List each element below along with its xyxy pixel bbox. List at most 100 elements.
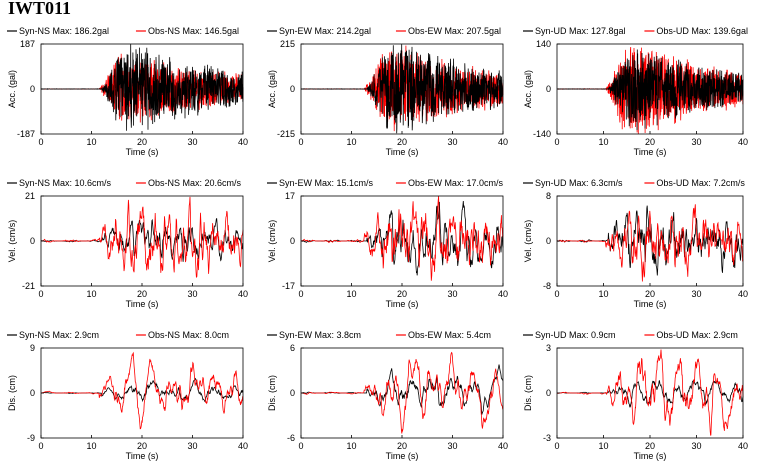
y-tick-label: -8 xyxy=(543,281,551,291)
legend-obs-label: Obs-NS Max: 146.5gal xyxy=(148,26,239,36)
legend-obs-label: Obs-EW Max: 17.0cm/s xyxy=(408,178,504,188)
y-tick-label: 0 xyxy=(30,388,35,398)
x-axis-label: Time (s) xyxy=(634,147,667,157)
x-axis-label: Time (s) xyxy=(634,299,667,309)
y-tick-label: -9 xyxy=(27,433,35,443)
syn-waveform xyxy=(41,377,244,403)
obs-waveform xyxy=(556,204,744,282)
y-tick-label: 6 xyxy=(290,343,295,353)
x-tick-label: 40 xyxy=(238,137,248,147)
legend-syn-label: Syn-EW Max: 15.1cm/s xyxy=(279,178,374,188)
x-tick-label: 30 xyxy=(447,137,457,147)
y-axis-label: Acc. (gal) xyxy=(523,70,533,108)
x-axis-label: Time (s) xyxy=(126,299,159,309)
legend-obs-label: Obs-NS Max: 20.6cm/s xyxy=(148,178,242,188)
x-tick-label: 20 xyxy=(137,289,147,299)
y-tick-label: -187 xyxy=(17,129,35,139)
panel-acc-ud: Syn-UD Max: 127.8gal Obs-UD Max: 139.6gal… xyxy=(523,26,748,157)
x-tick-label: 10 xyxy=(86,137,96,147)
y-tick-label: 0 xyxy=(546,388,551,398)
y-axis-label: Vel. (cm/s) xyxy=(267,220,277,263)
y-tick-label: 0 xyxy=(290,388,295,398)
legend-syn-label: Syn-NS Max: 186.2gal xyxy=(19,26,109,36)
x-axis-label: Time (s) xyxy=(386,299,419,309)
panel-vel-ns: Syn-NS Max: 10.6cm/s Obs-NS Max: 20.6cm/s… xyxy=(7,178,248,309)
x-tick-label: 10 xyxy=(86,289,96,299)
y-tick-label: 8 xyxy=(546,191,551,201)
station-title: IWT011 xyxy=(8,0,72,18)
x-tick-label: 30 xyxy=(691,289,701,299)
x-tick-label: 20 xyxy=(397,289,407,299)
legend-obs-label: Obs-NS Max: 8.0cm xyxy=(148,330,229,340)
y-tick-label: 0 xyxy=(546,84,551,94)
legend-syn-label: Syn-UD Max: 127.8gal xyxy=(535,26,626,36)
x-tick-label: 40 xyxy=(238,289,248,299)
y-tick-label: 0 xyxy=(290,236,295,246)
y-axis-label: Acc. (gal) xyxy=(7,70,17,108)
x-tick-label: 20 xyxy=(137,137,147,147)
panel-dis-ns: Syn-NS Max: 2.9cm Obs-NS Max: 8.0cm 0 10 20 3… xyxy=(7,330,248,461)
x-tick-label: 20 xyxy=(645,289,655,299)
x-tick-label: 0 xyxy=(298,441,303,451)
panel-dis-ew: Syn-EW Max: 3.8cm Obs-EW Max: 5.4cm 0 10 20 3… xyxy=(267,330,508,461)
y-tick-label: -140 xyxy=(533,129,551,139)
x-tick-label: 20 xyxy=(397,441,407,451)
y-tick-label: 140 xyxy=(536,39,551,49)
legend-obs-label: Obs-UD Max: 7.2cm/s xyxy=(656,178,745,188)
legend-obs-label: Obs-UD Max: 139.6gal xyxy=(656,26,748,36)
y-tick-label: 0 xyxy=(290,84,295,94)
syn-waveform xyxy=(301,364,504,415)
x-tick-label: 0 xyxy=(38,137,43,147)
y-tick-label: -21 xyxy=(22,281,35,291)
x-tick-label: 40 xyxy=(738,441,748,451)
obs-waveform xyxy=(300,195,504,281)
obs-waveform xyxy=(40,351,244,430)
x-tick-label: 0 xyxy=(38,441,43,451)
x-tick-label: 30 xyxy=(447,441,457,451)
legend-syn-label: Syn-NS Max: 10.6cm/s xyxy=(19,178,112,188)
x-tick-label: 10 xyxy=(346,137,356,147)
legend-obs-label: Obs-EW Max: 207.5gal xyxy=(408,26,501,36)
y-tick-label: 187 xyxy=(20,39,35,49)
legend-syn-label: Syn-EW Max: 3.8cm xyxy=(279,330,361,340)
x-tick-label: 40 xyxy=(498,137,508,147)
y-axis-label: Vel. (cm/s) xyxy=(523,220,533,263)
x-axis-label: Time (s) xyxy=(386,451,419,461)
x-tick-label: 40 xyxy=(738,289,748,299)
x-tick-label: 40 xyxy=(738,137,748,147)
y-tick-label: 0 xyxy=(30,84,35,94)
y-tick-label: 3 xyxy=(546,343,551,353)
legend-syn-label: Syn-EW Max: 214.2gal xyxy=(279,26,371,36)
x-tick-label: 30 xyxy=(691,137,701,147)
x-tick-label: 20 xyxy=(645,441,655,451)
x-axis-label: Time (s) xyxy=(126,451,159,461)
x-tick-label: 10 xyxy=(598,441,608,451)
x-tick-label: 0 xyxy=(554,289,559,299)
panel-vel-ew: Syn-EW Max: 15.1cm/s Obs-EW Max: 17.0cm/s… xyxy=(267,178,508,309)
y-axis-label: Dis. (cm) xyxy=(523,375,533,411)
legend-syn-label: Syn-NS Max: 2.9cm xyxy=(19,330,99,340)
x-axis-label: Time (s) xyxy=(126,147,159,157)
y-tick-label: 21 xyxy=(25,191,35,201)
x-tick-label: 40 xyxy=(498,441,508,451)
x-tick-label: 10 xyxy=(346,289,356,299)
x-tick-label: 40 xyxy=(238,441,248,451)
x-tick-label: 0 xyxy=(554,137,559,147)
obs-waveform xyxy=(40,196,244,278)
x-tick-label: 30 xyxy=(187,137,197,147)
y-tick-label: 9 xyxy=(30,343,35,353)
legend-obs-label: Obs-UD Max: 2.9cm xyxy=(656,330,738,340)
x-tick-label: 20 xyxy=(645,137,655,147)
x-tick-label: 0 xyxy=(38,289,43,299)
x-tick-label: 30 xyxy=(187,441,197,451)
syn-waveform xyxy=(300,44,504,134)
y-tick-label: -17 xyxy=(282,281,295,291)
panel-vel-ud: Syn-UD Max: 6.3cm/s Obs-UD Max: 7.2cm/s 0 1… xyxy=(523,178,748,309)
x-axis-label: Time (s) xyxy=(634,451,667,461)
y-tick-label: 0 xyxy=(30,236,35,246)
panel-dis-ud: Syn-UD Max: 0.9cm Obs-UD Max: 2.9cm 0 10 20 3… xyxy=(523,330,748,461)
syn-waveform xyxy=(40,44,244,131)
x-tick-label: 0 xyxy=(554,441,559,451)
panel-acc-ew: Syn-EW Max: 214.2gal Obs-EW Max: 207.5gal… xyxy=(267,26,508,157)
